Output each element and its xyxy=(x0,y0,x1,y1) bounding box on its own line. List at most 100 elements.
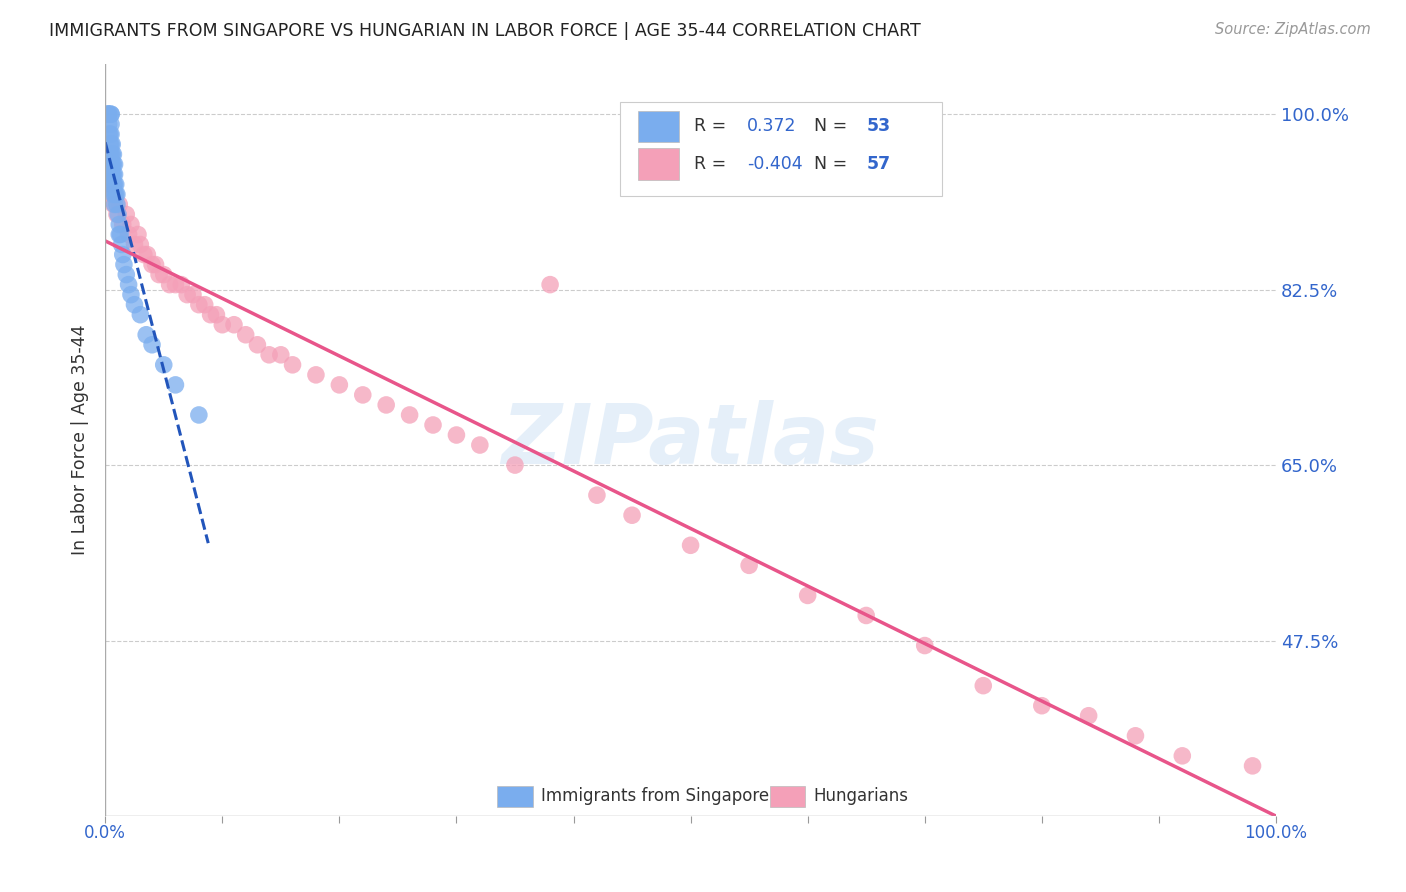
Point xyxy=(100,147,122,161)
Point xyxy=(1031,698,1053,713)
Point xyxy=(165,377,187,392)
Point xyxy=(97,178,120,192)
Point xyxy=(100,137,122,152)
Point xyxy=(101,137,124,152)
Text: Hungarians: Hungarians xyxy=(814,788,908,805)
FancyBboxPatch shape xyxy=(638,148,679,180)
Point xyxy=(621,508,644,523)
Text: -0.404: -0.404 xyxy=(747,155,803,173)
Point xyxy=(108,218,131,232)
Point xyxy=(270,348,292,362)
Point xyxy=(103,157,125,171)
Point xyxy=(105,207,128,221)
Point xyxy=(538,277,561,292)
Text: 0.0%: 0.0% xyxy=(84,824,127,842)
Point xyxy=(103,197,125,211)
Text: Source: ZipAtlas.com: Source: ZipAtlas.com xyxy=(1215,22,1371,37)
Point xyxy=(132,247,155,261)
FancyBboxPatch shape xyxy=(638,111,679,142)
Point xyxy=(914,639,936,653)
Point xyxy=(503,458,526,472)
Point xyxy=(103,187,125,202)
Point xyxy=(136,247,159,261)
Point xyxy=(100,178,122,192)
Point xyxy=(422,417,444,432)
Point xyxy=(159,277,181,292)
Point xyxy=(107,207,129,221)
Point xyxy=(181,287,204,301)
Text: 53: 53 xyxy=(866,118,890,136)
Point xyxy=(141,338,163,352)
Point xyxy=(101,147,124,161)
Point xyxy=(104,187,127,202)
Point xyxy=(305,368,328,382)
Point xyxy=(115,268,138,282)
Point xyxy=(101,157,124,171)
Point xyxy=(398,408,420,422)
Point xyxy=(98,127,121,141)
Point xyxy=(187,298,209,312)
Point xyxy=(110,227,132,242)
Point xyxy=(738,558,761,573)
Point xyxy=(235,327,257,342)
Point xyxy=(100,157,122,171)
Text: R =: R = xyxy=(695,118,727,136)
FancyBboxPatch shape xyxy=(770,786,806,807)
Point xyxy=(98,137,121,152)
Point xyxy=(103,167,125,181)
Point xyxy=(972,679,994,693)
Point xyxy=(96,107,118,121)
Point xyxy=(103,167,125,181)
Point xyxy=(127,227,149,242)
Point xyxy=(112,258,135,272)
Point xyxy=(141,258,163,272)
Point xyxy=(145,258,167,272)
Point xyxy=(97,107,120,121)
Point xyxy=(111,247,134,261)
Point xyxy=(135,327,157,342)
Point xyxy=(246,338,269,352)
Point xyxy=(468,438,491,452)
Point xyxy=(105,187,128,202)
Point xyxy=(124,237,146,252)
Point xyxy=(586,488,609,502)
FancyBboxPatch shape xyxy=(620,102,942,195)
Point xyxy=(97,107,120,121)
Text: 57: 57 xyxy=(866,155,890,173)
Point xyxy=(1077,708,1099,723)
Point xyxy=(104,178,127,192)
Point xyxy=(375,398,398,412)
Point xyxy=(98,147,121,161)
Point xyxy=(176,287,198,301)
Text: Immigrants from Singapore: Immigrants from Singapore xyxy=(541,788,769,805)
Point xyxy=(117,277,139,292)
Point xyxy=(108,227,131,242)
Point xyxy=(170,277,193,292)
Point xyxy=(105,197,128,211)
Point xyxy=(97,127,120,141)
Point xyxy=(194,298,217,312)
Text: R =: R = xyxy=(695,155,727,173)
Point xyxy=(205,308,228,322)
Point xyxy=(103,187,125,202)
Point xyxy=(129,237,152,252)
Point xyxy=(187,408,209,422)
Point xyxy=(328,377,350,392)
Point xyxy=(100,127,122,141)
Point xyxy=(211,318,233,332)
Point xyxy=(679,538,702,552)
Point xyxy=(103,178,125,192)
Point xyxy=(100,187,122,202)
Point xyxy=(129,308,152,322)
Point xyxy=(100,107,122,121)
Point xyxy=(855,608,877,623)
Point xyxy=(110,237,132,252)
Point xyxy=(103,147,125,161)
Text: N =: N = xyxy=(814,118,846,136)
Point xyxy=(100,117,122,131)
Point xyxy=(100,107,122,121)
Point xyxy=(222,318,245,332)
Point xyxy=(796,589,818,603)
Point xyxy=(117,227,139,242)
Point xyxy=(165,277,187,292)
